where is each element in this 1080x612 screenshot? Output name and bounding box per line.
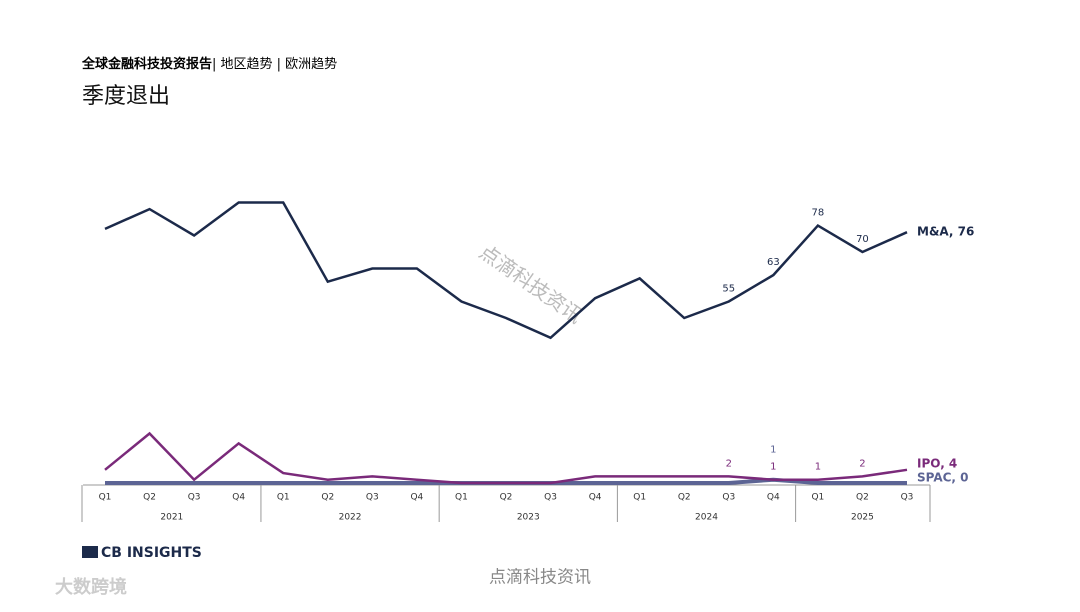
watermark: 点滴科技资讯 bbox=[475, 240, 587, 328]
data-label: 2 bbox=[726, 458, 732, 469]
end-label: IPO, 4 bbox=[917, 457, 957, 471]
x-tick-label: Q2 bbox=[678, 493, 691, 503]
year-label: 2023 bbox=[517, 513, 540, 523]
x-tick-label: Q3 bbox=[366, 493, 379, 503]
breadcrumb: 全球金融科技投资报告| 地区趋势 | 欧洲趋势 bbox=[81, 56, 337, 72]
x-tick-label: Q2 bbox=[856, 493, 869, 503]
watermark: 大数跨境 bbox=[55, 576, 127, 598]
year-label: 2022 bbox=[339, 513, 362, 523]
x-tick-label: Q1 bbox=[811, 493, 824, 503]
data-label: 63 bbox=[767, 257, 780, 268]
x-tick-label: Q4 bbox=[589, 493, 602, 503]
year-label: 2024 bbox=[695, 513, 718, 523]
year-label: 2025 bbox=[851, 513, 874, 523]
x-tick-label: Q1 bbox=[277, 493, 290, 503]
chart-title: 季度退出 bbox=[82, 84, 170, 109]
logo: CB INSIGHTS bbox=[101, 545, 202, 561]
x-tick-label: Q1 bbox=[455, 493, 468, 503]
x-tick-label: Q3 bbox=[188, 493, 201, 503]
breadcrumb-sub: | 地区趋势 | 欧洲趋势 bbox=[212, 56, 337, 72]
data-label: 1 bbox=[770, 445, 776, 456]
x-tick-label: Q2 bbox=[321, 493, 334, 503]
x-tick-label: Q4 bbox=[232, 493, 245, 503]
data-label: 1 bbox=[770, 462, 776, 473]
data-label: 70 bbox=[856, 234, 869, 245]
data-label: 2 bbox=[859, 458, 865, 469]
data-label: 78 bbox=[812, 208, 825, 219]
data-label: 1 bbox=[815, 462, 821, 473]
x-tick-label: Q4 bbox=[410, 493, 423, 503]
x-tick-label: Q1 bbox=[99, 493, 112, 503]
x-tick-label: Q2 bbox=[500, 493, 513, 503]
x-tick-label: Q3 bbox=[722, 493, 735, 503]
series-line bbox=[104, 431, 908, 485]
data-label: 55 bbox=[722, 284, 735, 295]
x-tick-label: Q3 bbox=[901, 493, 914, 503]
series-line bbox=[104, 201, 908, 340]
x-tick-label: Q3 bbox=[544, 493, 557, 503]
x-tick-label: Q2 bbox=[143, 493, 156, 503]
watermark: 点滴科技资讯 bbox=[489, 568, 591, 588]
x-tick-label: Q1 bbox=[633, 493, 646, 503]
end-label: M&A, 76 bbox=[917, 225, 974, 239]
year-label: 2021 bbox=[160, 513, 183, 523]
plot: Q1 Q2 Q3 Q4 Q1 Q2 Q3 Q4 Q1 Q2 Q3 Q4 Q1 Q2 Q3 Q4 Q1 Q2 Q3 20… bbox=[81, 201, 974, 523]
breadcrumb-main: 全球金融科技投资报告 bbox=[81, 56, 212, 72]
end-label: SPAC, 0 bbox=[917, 471, 969, 485]
logo-icon bbox=[82, 546, 98, 558]
x-tick-label: Q4 bbox=[767, 493, 780, 503]
